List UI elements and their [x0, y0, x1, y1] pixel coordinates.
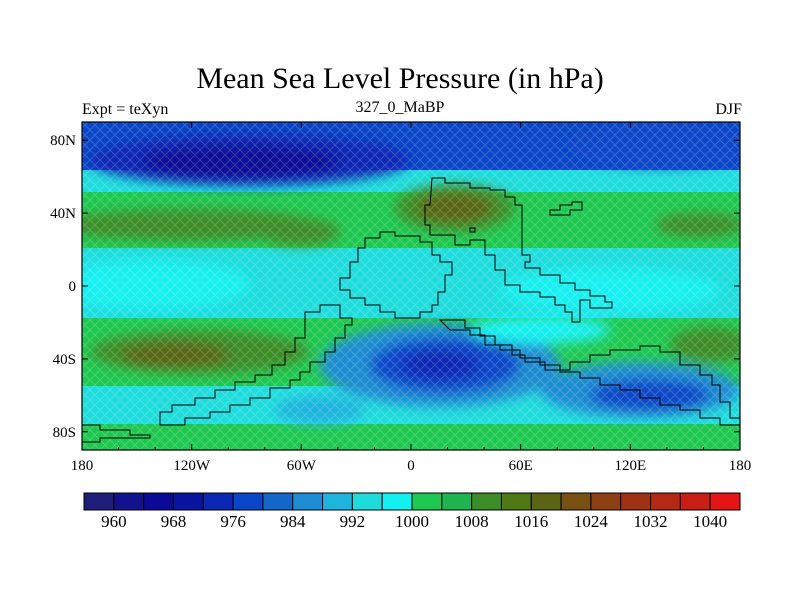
- colorbar-swatch: [292, 492, 324, 511]
- colorbar-swatch: [202, 492, 234, 511]
- colorbar-swatch: [262, 492, 294, 511]
- x-tick-label: 0: [407, 458, 415, 474]
- colorbar-label: 968: [161, 512, 187, 531]
- colorbar-swatch: [143, 492, 174, 511]
- colorbar-swatch: [83, 492, 115, 511]
- plot-title: Mean Sea Level Pressure (in hPa): [196, 62, 604, 95]
- coastlines: [82, 177, 740, 443]
- colorbar-swatch: [679, 492, 711, 511]
- y-tick-label: 80N: [50, 133, 76, 149]
- y-tick-label: 0: [69, 279, 77, 295]
- map-axes: 180 120W 60W 0 60E 120E 180 80N 40N 0 40S 80S: [50, 122, 751, 474]
- colorbar-swatch: [530, 492, 562, 511]
- x-tick-label: 180: [729, 458, 752, 474]
- experiment-label: Expt = teXyn: [82, 101, 169, 118]
- x-tick-label: 60E: [509, 458, 533, 474]
- colorbar-swatch: [322, 492, 353, 511]
- colorbar-swatch: [471, 492, 502, 511]
- colorbar-swatch: [709, 492, 741, 511]
- colorbar-swatch: [500, 492, 532, 511]
- colorbar-label: 1024: [574, 512, 609, 531]
- colorbar-swatch: [232, 492, 264, 511]
- colorbar-swatch: [172, 492, 204, 511]
- colorbar-label: 1000: [395, 512, 429, 531]
- season-label: DJF: [715, 101, 742, 118]
- colorbar-swatch: [650, 492, 681, 511]
- pressure-field: [82, 122, 740, 450]
- colorbar: 960 968 976 984 992 1000 1008 1016 1024 1032 1040: [83, 492, 741, 531]
- colorbar-label: 1016: [514, 512, 548, 531]
- colorbar-swatch: [441, 492, 473, 511]
- y-tick-label: 40N: [50, 206, 76, 222]
- period-label: 327_0_MaBP: [355, 99, 445, 116]
- x-tick-label: 60W: [287, 458, 317, 474]
- colorbar-swatch: [590, 492, 622, 511]
- colorbar-label: 1008: [455, 512, 489, 531]
- colorbar-swatch: [411, 492, 443, 511]
- colorbar-swatch: [381, 492, 413, 511]
- colorbar-label: 976: [220, 512, 246, 531]
- colorbar-label: 1032: [634, 512, 668, 531]
- colorbar-label: 960: [101, 512, 127, 531]
- y-tick-label: 40S: [53, 352, 76, 368]
- x-tick-label: 120W: [173, 458, 211, 474]
- colorbar-label: 1040: [693, 512, 727, 531]
- colorbar-label: 984: [280, 512, 306, 531]
- colorbar-swatch: [113, 492, 145, 511]
- x-tick-label: 120E: [614, 458, 646, 474]
- colorbar-swatch: [620, 492, 652, 511]
- colorbar-swatch: [351, 492, 383, 511]
- colorbar-label: 992: [340, 512, 366, 531]
- colorbar-swatch: [560, 492, 592, 511]
- y-tick-label: 80S: [53, 425, 76, 441]
- x-tick-label: 180: [71, 458, 94, 474]
